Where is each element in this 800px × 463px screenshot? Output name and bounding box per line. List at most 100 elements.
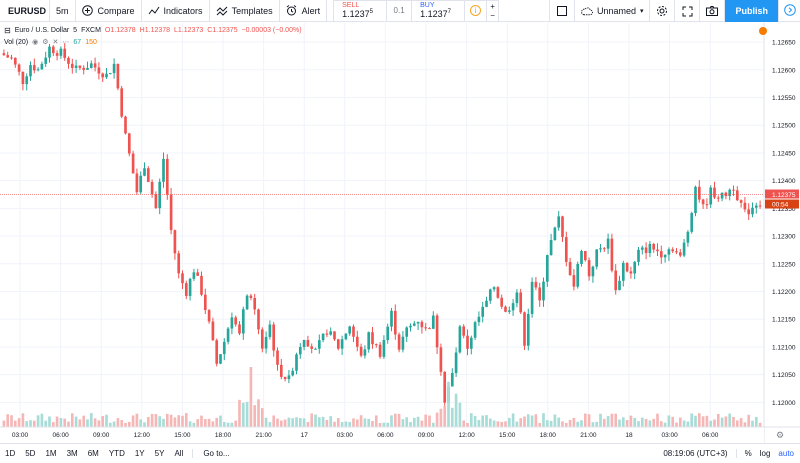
candle	[526, 313, 530, 346]
volume-bar	[671, 416, 675, 427]
compare-button[interactable]: Compare	[76, 0, 142, 22]
templates-label: Templates	[231, 5, 273, 16]
price-tick-label: 1.12000	[772, 400, 796, 407]
candle	[177, 253, 181, 274]
auto-scale-toggle[interactable]: auto	[778, 449, 794, 458]
log-toggle[interactable]: log	[759, 449, 771, 458]
legend-source[interactable]: FXCM	[81, 27, 101, 34]
candle	[321, 333, 325, 341]
candle	[222, 341, 226, 355]
volume-bar	[644, 418, 648, 427]
play-button[interactable]	[778, 0, 800, 22]
candle	[253, 297, 257, 310]
candle	[150, 181, 154, 195]
volume-bar	[82, 415, 86, 427]
gear-icon[interactable]: ⚙	[42, 39, 49, 46]
candle	[363, 349, 367, 356]
alert-indicator-icon[interactable]	[759, 27, 767, 35]
candle	[682, 242, 686, 256]
volume-bar	[374, 415, 378, 427]
candle	[743, 202, 747, 210]
snapshot-button[interactable]	[700, 0, 726, 22]
candle	[48, 46, 51, 58]
price-axis	[764, 23, 800, 443]
candle	[656, 249, 659, 252]
candle	[686, 231, 690, 243]
candle	[200, 275, 203, 295]
range-5d[interactable]: 5D	[25, 449, 36, 458]
indicators-icon	[148, 5, 160, 17]
minus-button[interactable]: −	[490, 10, 495, 20]
close-icon[interactable]: ✕	[52, 39, 59, 46]
publish-button[interactable]: Publish	[725, 0, 778, 22]
candle	[40, 63, 44, 70]
candle	[629, 271, 633, 274]
candle	[291, 370, 295, 376]
range-1d[interactable]: 1D	[5, 449, 16, 458]
volume-bar	[287, 417, 291, 427]
settings-button[interactable]	[650, 0, 676, 22]
collapse-icon[interactable]: ⊟	[4, 26, 11, 35]
candle	[485, 300, 488, 307]
fullscreen-button[interactable]	[675, 0, 701, 22]
more-icon[interactable]: ⋯	[62, 39, 70, 46]
layout-name-button[interactable]: Unnamed ▾	[575, 0, 651, 22]
price-tick-label: 1.12450	[772, 150, 796, 157]
plus-button[interactable]: +	[490, 1, 495, 11]
volume-bar	[709, 420, 713, 427]
volume-bar	[504, 421, 507, 427]
volume-bar	[63, 418, 67, 427]
axis-settings-gear-icon[interactable]: ⚙	[776, 431, 784, 441]
range-ytd[interactable]: YTD	[108, 449, 125, 458]
goto-button[interactable]: Go to...	[192, 449, 230, 458]
buy-button[interactable]: BUY 1.12377	[412, 1, 464, 21]
range-3m[interactable]: 3M	[66, 449, 78, 458]
percent-toggle[interactable]: %	[735, 449, 752, 458]
indicators-button[interactable]: Indicators	[142, 0, 210, 22]
symbol-search[interactable]: EURUSD	[0, 0, 50, 22]
countdown-text: 00:54	[772, 202, 789, 209]
range-all[interactable]: All	[174, 449, 184, 458]
interval-selector[interactable]: 5m	[50, 0, 76, 22]
volume-bar	[382, 422, 386, 427]
volume-bar	[116, 418, 120, 427]
price-tick-label: 1.12250	[772, 261, 796, 268]
candle	[36, 69, 40, 71]
price-chart[interactable]: 1.12650 1.12600 1.12550 1.12500 1.12450 1.124…	[0, 23, 800, 443]
range-6m[interactable]: 6M	[87, 449, 99, 458]
candle	[477, 316, 481, 323]
buy-label: BUY	[420, 2, 435, 9]
time-tick-label: 15:00	[174, 432, 191, 439]
volume-bar	[348, 421, 352, 427]
range-1m[interactable]: 1M	[45, 449, 57, 458]
volume-bar	[241, 402, 245, 427]
candle	[70, 63, 74, 68]
layout-toggle[interactable]	[548, 0, 575, 22]
volume-bar	[633, 417, 637, 427]
range-5y[interactable]: 5Y	[154, 449, 165, 458]
quantity-stepper[interactable]: + −	[486, 0, 498, 21]
time-tick-label: 21:00	[580, 432, 597, 439]
candle	[610, 238, 614, 271]
templates-button[interactable]: Templates	[210, 0, 280, 22]
alert-button[interactable]: Alert	[280, 0, 328, 22]
volume-bar	[359, 415, 363, 427]
templates-icon	[216, 5, 228, 17]
volume-bar	[306, 422, 310, 427]
volume-bar	[158, 416, 162, 427]
timezone-clock[interactable]: 08:19:06 (UTC+3)	[663, 449, 728, 458]
eye-icon[interactable]: ◉	[32, 39, 39, 46]
info-button[interactable]: i	[464, 0, 486, 21]
volume-bar	[564, 422, 568, 427]
candle	[325, 333, 329, 335]
candle	[257, 309, 260, 330]
candle	[283, 376, 287, 380]
candle	[44, 57, 48, 64]
sell-button[interactable]: SELL 1.12375	[334, 1, 386, 21]
volume-bar	[51, 422, 55, 427]
right-toolbar: Unnamed ▾ Publish	[548, 0, 800, 22]
candle	[690, 213, 694, 232]
range-1y[interactable]: 1Y	[134, 449, 145, 458]
candle	[412, 323, 416, 326]
volume-label[interactable]: Vol (20)	[4, 38, 29, 46]
